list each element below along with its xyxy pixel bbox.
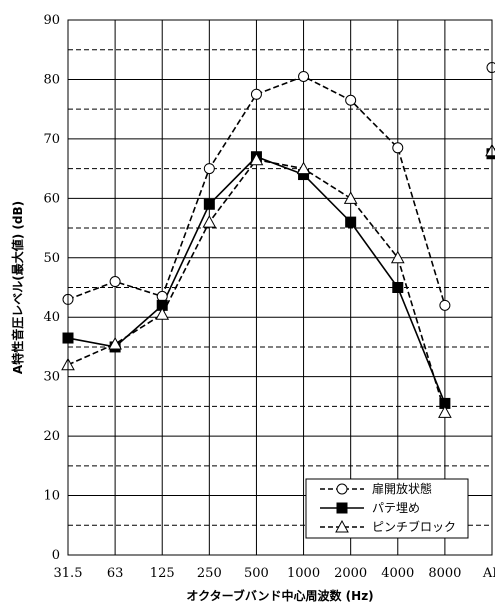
x-tick-label: 1000 xyxy=(287,566,320,581)
x-tick-label: AP xyxy=(482,566,495,581)
data-point-series-3 xyxy=(438,405,452,418)
plot-frame xyxy=(67,19,493,556)
y-tick-label: 10 xyxy=(43,489,60,504)
x-tick-label: 4000 xyxy=(381,566,414,581)
data-point-series-3 xyxy=(155,307,170,320)
y-tick-label: 70 xyxy=(43,132,60,147)
x-tick-label: 125 xyxy=(150,566,175,581)
data-point-series-1 xyxy=(439,299,451,311)
data-point-series-3 xyxy=(249,152,264,166)
y-tick-label: 20 xyxy=(43,429,60,444)
data-point-series-1 xyxy=(486,62,495,74)
x-tick-label: 31.5 xyxy=(54,566,83,581)
data-point-series-2 xyxy=(392,282,404,293)
data-point-series-1 xyxy=(203,163,215,175)
legend-label-2: パテ埋め xyxy=(372,501,420,515)
legend-label-1: 扉開放状態 xyxy=(372,481,432,496)
x-tick-label: 63 xyxy=(107,566,124,581)
x-tick-label: 2000 xyxy=(334,566,367,581)
data-point-series-2 xyxy=(345,216,357,228)
data-point-series-3 xyxy=(390,250,405,264)
legend-label-3: ピンチブロック xyxy=(372,519,456,534)
data-point-series-1 xyxy=(250,88,262,100)
y-tick-label: 50 xyxy=(43,251,60,266)
series-line-1 xyxy=(67,75,446,306)
legend-marker-1 xyxy=(336,483,348,495)
y-axis-title: A特性音圧レベル(最大値) (dB) xyxy=(10,201,25,374)
y-tick-label: 0 xyxy=(52,548,60,563)
tick-labels: 0 10 20 30 40 50 60 70 80 90 31.5 63 125 250 500 1000 20… xyxy=(43,13,495,581)
data-point-series-3 xyxy=(202,215,217,228)
data-point-series-1 xyxy=(392,142,404,154)
y-tick-label: 60 xyxy=(43,191,60,206)
legend-marker-2 xyxy=(336,502,348,514)
data-point-series-1 xyxy=(109,276,121,288)
y-tick-label: 90 xyxy=(43,13,60,28)
x-tick-label: 500 xyxy=(244,566,269,581)
y-tick-label: 30 xyxy=(43,370,60,385)
x-tick-label: 250 xyxy=(197,566,222,581)
data-point-series-1 xyxy=(345,94,357,106)
y-tick-label: 80 xyxy=(43,72,60,87)
series-markers xyxy=(61,62,495,418)
y-tick-label: 40 xyxy=(43,310,60,325)
legend-marker-3 xyxy=(335,519,349,533)
x-tick-label: 8000 xyxy=(428,566,461,581)
data-point-series-3 xyxy=(343,191,358,204)
data-point-series-3 xyxy=(108,336,122,350)
data-point-series-2 xyxy=(203,198,215,210)
data-point-series-1 xyxy=(298,70,310,82)
data-point-series-3 xyxy=(296,161,311,175)
x-axis-title: オクターブバンド中心周波数 (Hz) xyxy=(186,588,373,603)
